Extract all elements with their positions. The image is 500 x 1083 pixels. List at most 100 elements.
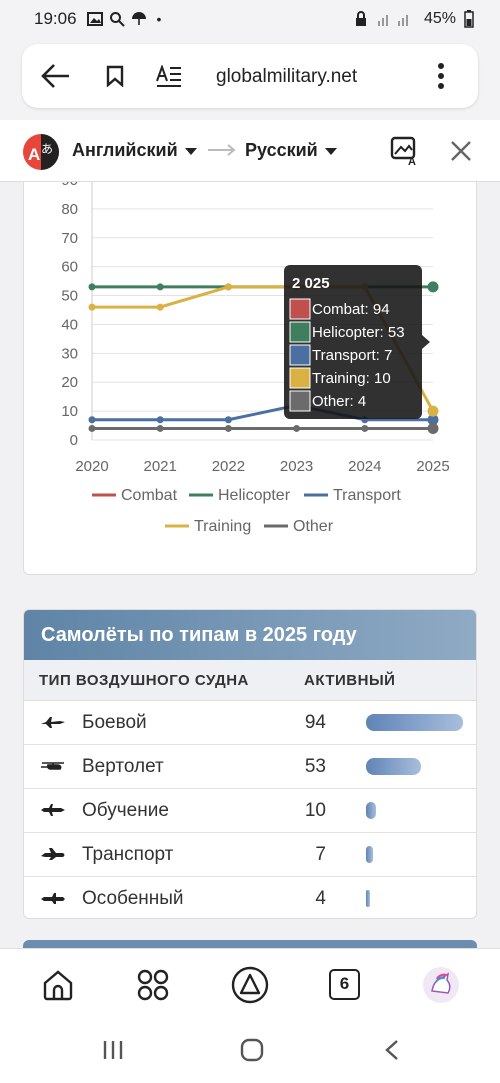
- y-tick-label: 90: [61, 182, 78, 189]
- clock: 19:06: [34, 9, 77, 28]
- services-grid-icon[interactable]: [137, 969, 169, 1001]
- legend-label-training: Training: [194, 518, 251, 535]
- legend-label-other: Other: [293, 518, 334, 535]
- close-icon[interactable]: [450, 140, 472, 162]
- target-language[interactable]: Русский: [245, 140, 318, 160]
- active-bar: [366, 802, 376, 819]
- x-tick-label: 2022: [212, 458, 245, 475]
- table-row: Транспорт 7: [24, 833, 476, 877]
- recent-apps-icon[interactable]: [102, 1040, 124, 1060]
- y-tick-label: 30: [61, 345, 78, 362]
- address-bar: globalmilitary.net: [22, 44, 478, 108]
- data-point-training: [427, 405, 439, 417]
- data-point-training: [224, 283, 232, 291]
- aircraft-icon: [40, 759, 66, 778]
- data-point-training: [88, 303, 96, 311]
- tooltip-title: 2 025: [292, 275, 330, 292]
- active-bar: [366, 714, 463, 731]
- url-text[interactable]: globalmilitary.net: [216, 66, 358, 87]
- image-translate-icon[interactable]: A: [390, 136, 422, 166]
- data-point-helicopter: [427, 281, 439, 293]
- svg-text:A: A: [28, 145, 40, 164]
- tooltip-box: [284, 265, 422, 419]
- tooltip-row: Combat: 94: [312, 301, 390, 318]
- data-point-transport: [88, 416, 96, 424]
- home-button-icon[interactable]: [240, 1038, 264, 1062]
- aircraft-type-name: Особенный: [82, 888, 184, 909]
- active-count: 10: [304, 800, 326, 821]
- status-bar: 19:06 • 45%: [0, 0, 500, 38]
- image-icon: [86, 12, 103, 26]
- tooltip-swatch: [289, 321, 311, 343]
- active-count: 4: [315, 888, 326, 909]
- table-column-headers: ТИП ВОЗДУШНОГО СУДНА АКТИВНЫЙ: [24, 660, 476, 701]
- tooltip-swatch: [289, 298, 311, 320]
- active-count: 53: [304, 756, 326, 777]
- table-row: Боевой 94: [24, 701, 476, 745]
- y-tick-label: 40: [61, 316, 78, 333]
- tooltip-swatch: [289, 344, 311, 366]
- legend-label-combat: Combat: [121, 487, 178, 504]
- aircraft-type-name: Транспорт: [82, 844, 174, 865]
- y-tick-label: 50: [61, 288, 78, 305]
- legend-label-transport: Transport: [333, 487, 401, 504]
- signal-icon: [377, 15, 408, 26]
- profile-avatar-icon[interactable]: [422, 966, 460, 1004]
- tooltip-caret: [422, 335, 430, 349]
- search-icon: [109, 12, 125, 27]
- y-tick-label: 0: [70, 432, 78, 449]
- battery-icon: [464, 10, 474, 28]
- active-bar: [366, 890, 370, 907]
- lock-icon: [355, 11, 366, 26]
- tooltip-swatch: [289, 367, 311, 389]
- tabs-button[interactable]: 6: [329, 969, 360, 1000]
- home-icon[interactable]: [42, 969, 74, 1001]
- dropdown-caret-icon[interactable]: [185, 148, 197, 156]
- more-menu-icon[interactable]: [437, 62, 445, 90]
- table-title: Самолёты по типам в 2025 году: [24, 610, 476, 660]
- active-bar: [366, 846, 373, 863]
- tooltip-swatch: [289, 390, 311, 412]
- table-row: Вертолет 53: [24, 745, 476, 789]
- tooltip-row: Transport: 7: [312, 347, 392, 364]
- x-tick-label: 2024: [348, 458, 381, 475]
- data-point-transport: [156, 416, 164, 424]
- battery-percent: 45%: [423, 10, 456, 27]
- active-count: 94: [304, 712, 326, 733]
- back-arrow-icon[interactable]: [40, 63, 70, 89]
- aircraft-icon: [40, 891, 66, 910]
- legend-label-helicopter: Helicopter: [218, 487, 291, 504]
- chart-tooltip: 2 025 Combat: 94 Helicopter: 53 Transport: …: [284, 265, 430, 419]
- svg-text:あ: あ: [41, 142, 53, 156]
- aircraft-icon: [40, 847, 66, 866]
- tooltip-row: Other: 4: [312, 393, 366, 410]
- data-point-helicopter: [156, 283, 164, 291]
- active-bar: [366, 758, 421, 775]
- browser-bottom-nav: 6: [0, 948, 500, 1018]
- tooltip-row: Helicopter: 53: [312, 324, 405, 341]
- aircraft-table-card: Самолёты по типам в 2025 году ТИП ВОЗДУШ…: [23, 609, 477, 919]
- data-point-other: [361, 424, 369, 432]
- assistant-icon[interactable]: [231, 966, 269, 1004]
- tabs-count: 6: [339, 974, 350, 993]
- data-point-other: [293, 424, 301, 432]
- tooltip-row: Training: 10: [312, 370, 391, 387]
- y-tick-label: 10: [61, 403, 78, 420]
- notification-dot: •: [156, 11, 162, 27]
- chart-card: 0 10 20 30 40 50 60 70 80 90 2020 2021 2022 2023 2024 2…: [23, 182, 477, 575]
- arrow-right-icon: [208, 144, 236, 156]
- bookmark-icon[interactable]: [106, 65, 124, 87]
- aircraft-icon: [40, 803, 66, 822]
- x-tick-label: 2020: [75, 458, 108, 475]
- reader-mode-icon[interactable]: [156, 65, 182, 87]
- aircraft-type-name: Боевой: [82, 712, 147, 733]
- dropdown-caret-icon[interactable]: [325, 148, 337, 156]
- umbrella-icon: [131, 12, 146, 25]
- x-tick-label: 2021: [144, 458, 177, 475]
- series-line-transport: [92, 403, 433, 422]
- data-point-other: [88, 424, 96, 432]
- system-nav-bar: [0, 1018, 500, 1083]
- back-icon[interactable]: [384, 1039, 400, 1061]
- source-language[interactable]: Английский: [72, 140, 178, 160]
